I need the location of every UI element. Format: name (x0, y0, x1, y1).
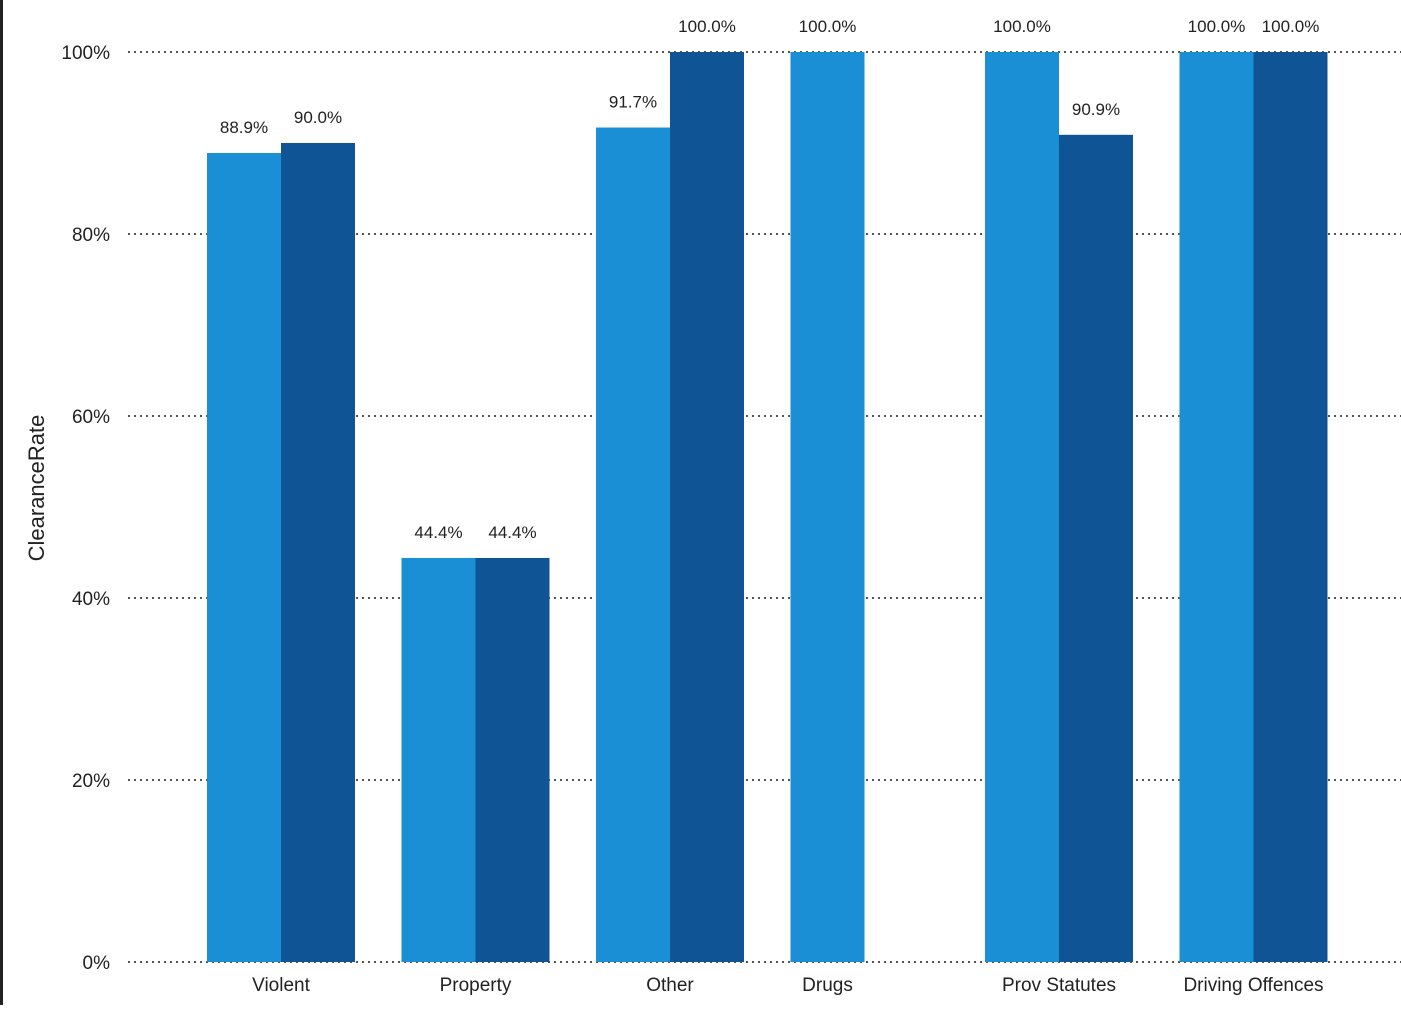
data-label: 91.7% (609, 93, 657, 112)
data-label: 44.4% (414, 523, 462, 542)
y-tick-label: 100% (61, 43, 110, 64)
data-label: 100.0% (799, 17, 857, 36)
y-tick-label: 20% (72, 771, 110, 792)
bar (1179, 52, 1254, 962)
bar (790, 52, 865, 962)
data-label: 90.9% (1072, 100, 1120, 119)
bar (1059, 134, 1133, 962)
bar (207, 153, 281, 962)
data-label: 100.0% (1262, 17, 1320, 36)
x-tick-label: Property (440, 975, 512, 996)
x-tick-label: Driving Offences (1183, 975, 1323, 996)
data-label: 44.4% (488, 523, 536, 542)
y-tick-label: 60% (72, 407, 110, 428)
y-tick-labels: 0% 20% 40% 60% 80% 100% (61, 43, 110, 974)
bar (596, 127, 670, 962)
gridlines (128, 51, 1401, 963)
bar (670, 52, 744, 962)
data-label: 100.0% (678, 17, 736, 36)
y-tick-label: 40% (72, 589, 110, 610)
bar (401, 557, 476, 962)
x-tick-label: Other (646, 975, 694, 996)
y-tick-label: 0% (83, 953, 111, 974)
bar (475, 557, 550, 962)
data-label: 88.9% (220, 118, 268, 137)
data-labels: 88.9% 90.0% 44.4% 44.4% 91.7% 100.0% 100.0% 100… (220, 17, 1319, 542)
y-axis-label: ClearanceRate (24, 415, 49, 562)
data-label: 90.0% (294, 108, 342, 127)
x-tick-labels: Violent Property Other Drugs Prov Statutes Dr… (252, 975, 1323, 996)
bars (207, 52, 1328, 962)
frame-left-border (0, 0, 3, 1005)
data-label: 100.0% (993, 17, 1051, 36)
data-label: 100.0% (1188, 17, 1246, 36)
y-tick-label: 80% (72, 225, 110, 246)
x-tick-label: Drugs (802, 975, 853, 996)
x-tick-label: Prov Statutes (1002, 975, 1116, 996)
bar (985, 52, 1059, 962)
x-tick-label: Violent (252, 975, 310, 996)
bar (281, 143, 355, 962)
bar (1253, 52, 1328, 962)
